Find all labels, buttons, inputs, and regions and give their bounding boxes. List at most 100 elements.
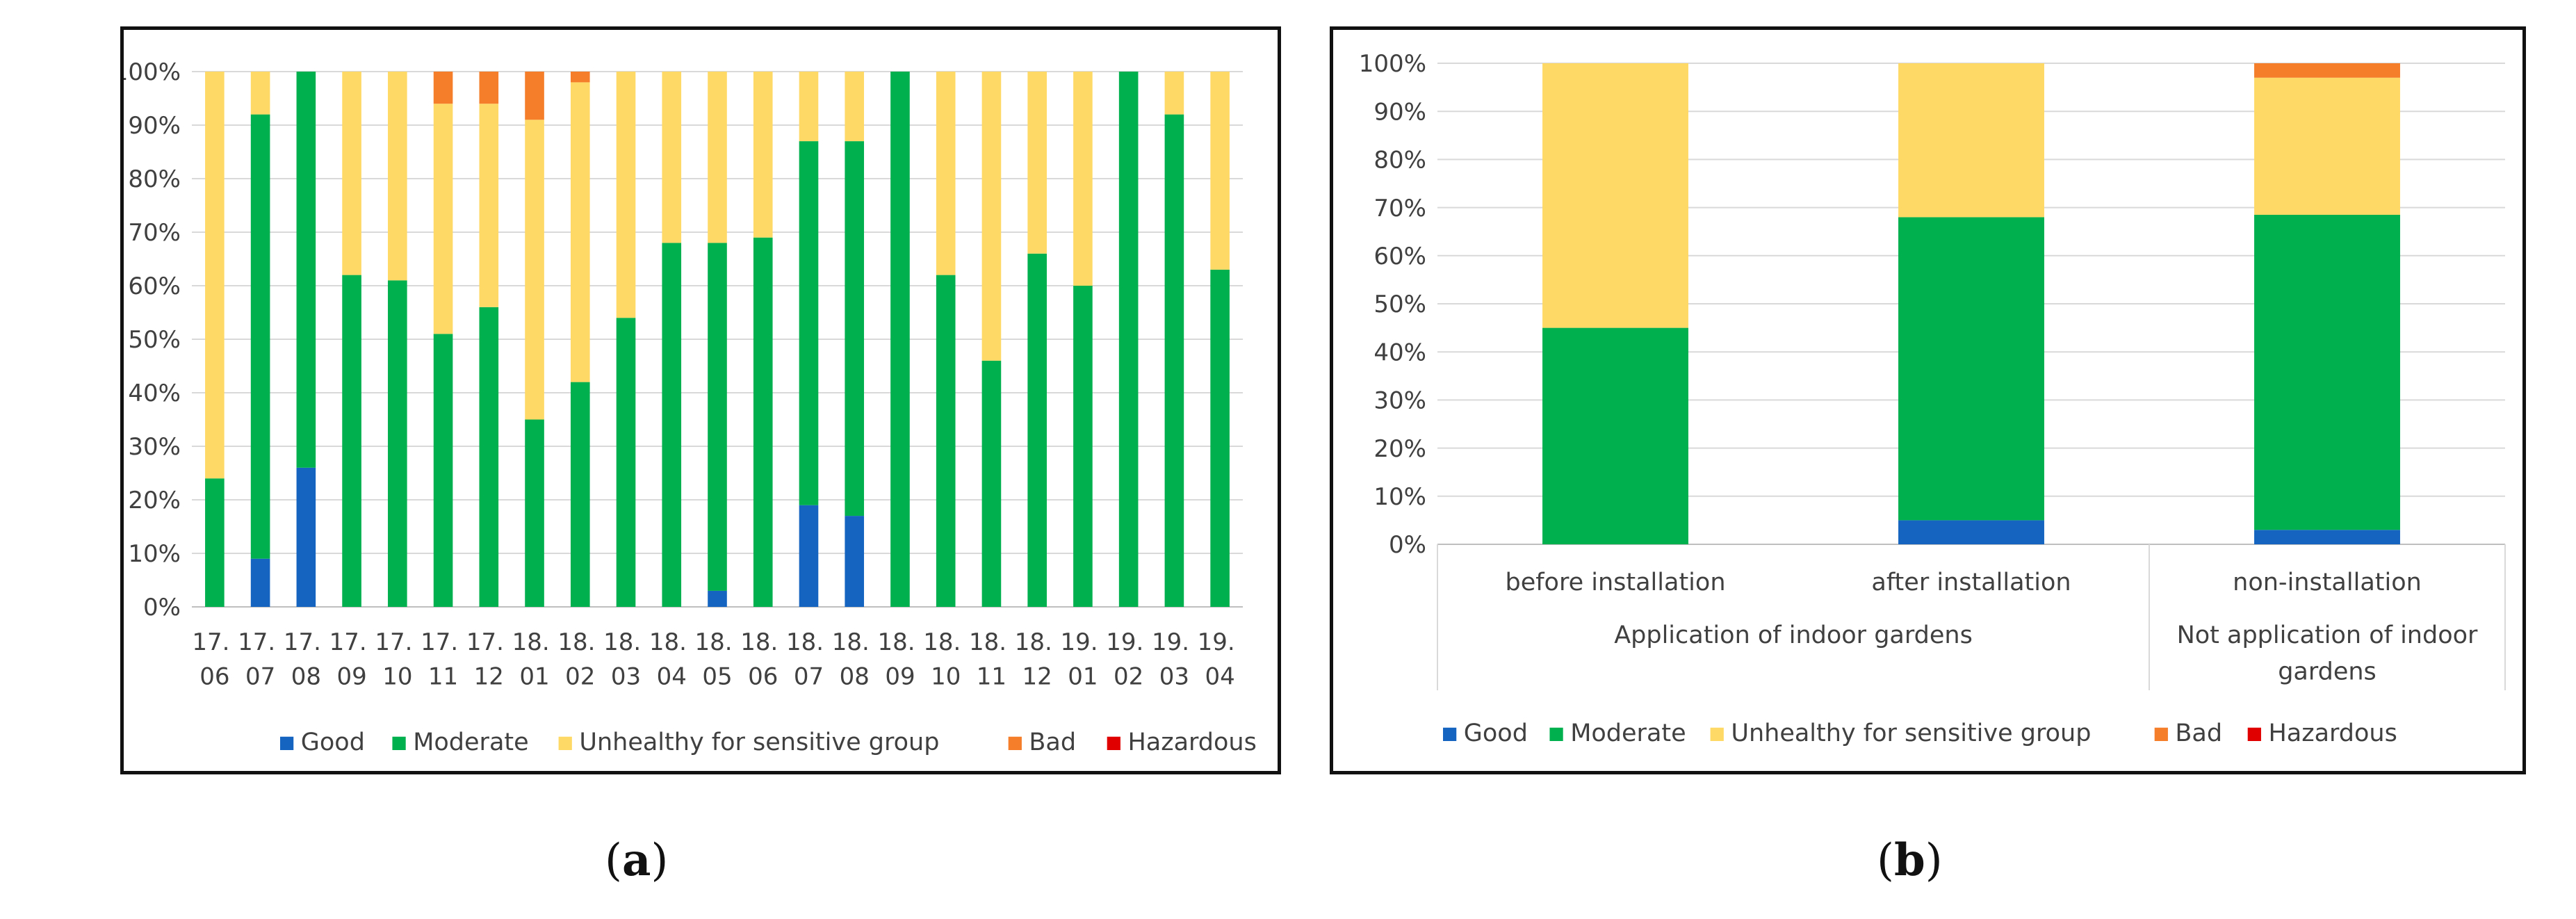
bar-segment-good [296,467,316,607]
y-tick-label: 40% [128,380,181,407]
bar-segment-unhealthy-for-sensitive-group [433,104,453,334]
x-tick-label: 17. 11 [421,628,466,690]
bar-segment-good [799,505,819,607]
bar-segment-unhealthy-for-sensitive-group [981,72,1002,361]
x-tick-label: 18. 12 [1015,628,1060,690]
y-tick-label: 50% [1373,291,1426,318]
bar-segment-unhealthy-for-sensitive-group [1027,72,1047,254]
legend-swatch [2154,727,2168,741]
bar-segment-bad [525,72,544,120]
bar-segment-unhealthy-for-sensitive-group [708,72,727,243]
y-tick-label: 10% [1373,483,1426,511]
bar-segment-unhealthy-for-sensitive-group [1542,63,1688,328]
bar-segment-unhealthy-for-sensitive-group [1898,63,2044,218]
x-tick-label: 18. 09 [878,628,923,690]
y-tick-label: 80% [128,165,181,193]
y-tick-label: 100% [124,58,181,86]
bar-segment-good [2254,530,2400,544]
bar-segment-moderate [205,478,225,607]
bar-segment-moderate [981,360,1002,607]
y-tick-label: 20% [128,487,181,514]
legend-swatch [1710,727,1724,741]
bar-segment-unhealthy-for-sensitive-group [616,72,636,318]
y-tick-label: 30% [1373,387,1426,415]
legend-label: Unhealthy for sensitive group [1731,719,2091,747]
bar-segment-moderate [616,318,636,607]
y-tick-label: 10% [128,540,181,568]
bar-segment-good [708,590,727,607]
bar-segment-good [845,516,865,607]
y-tick-label: 0% [143,594,181,621]
bar-segment-unhealthy-for-sensitive-group [2254,77,2400,215]
legend-label: Hazardous [2268,719,2397,747]
x-tick-label: 17. 07 [238,628,283,690]
x-tick-label: after installation [1871,569,2071,596]
bar-segment-bad [570,72,590,83]
bar-segment-moderate [433,334,453,607]
y-tick-label: 70% [1373,195,1426,222]
y-tick-label: 80% [1373,147,1426,174]
x-tick-label: 19. 01 [1060,628,1105,690]
x-tick-label: 18. 11 [969,628,1014,690]
y-tick-label: 40% [1373,339,1426,366]
bar-segment-unhealthy-for-sensitive-group [1164,72,1184,115]
legend-label: Bad [1029,729,1076,756]
chart-panel-b: 0% 10% 20% 30% 40% 50% 60% 70% 80% 90% 100% before … [1330,26,2526,774]
caption-a-letter: a [621,834,651,886]
bar-segment-good [1898,520,2044,544]
legend-swatch [1443,727,1457,741]
bar-segment-moderate [2254,214,2400,530]
x-tick-label: 17. 06 [192,628,237,690]
legend-swatch [558,736,572,750]
bar-segment-unhealthy-for-sensitive-group [342,72,361,275]
y-tick-label: 30% [128,433,181,461]
bar-segment-bad [433,72,453,104]
bar-segment-moderate [662,243,682,607]
group-label: Application of indoor gardens [1614,621,1973,649]
y-tick-label: 60% [128,273,181,300]
caption-b-letter: b [1893,834,1925,886]
y-tick-label: 100% [1359,50,1426,78]
x-tick-label: 18. 07 [786,628,831,690]
x-tick-label: non-installation [2233,569,2422,596]
x-tick-label: 19. 02 [1106,628,1151,690]
x-tick-label: 17. 09 [329,628,375,690]
bar-segment-moderate [296,72,316,468]
legend-swatch [1107,736,1120,750]
bar-segment-moderate [250,114,270,559]
bar-segment-moderate [1027,253,1047,607]
legend-label: Good [301,729,365,756]
legend-label: Moderate [1570,719,1686,747]
legend-swatch [1549,727,1563,741]
legend-swatch [2247,727,2261,741]
bar-segment-moderate [1164,114,1184,608]
caption-a: (a) [605,834,669,886]
x-tick-label: 18. 08 [832,628,877,690]
x-tick-label: 18. 05 [695,628,740,690]
bar-segment-unhealthy-for-sensitive-group [799,72,819,142]
stacked-bar-chart-b: 0% 10% 20% 30% 40% 50% 60% 70% 80% 90% 100% before … [1359,50,2506,747]
bar-segment-unhealthy-for-sensitive-group [1210,72,1230,270]
bar-segment-moderate [753,237,773,607]
legend-label: Moderate [413,729,528,756]
bar-segment-unhealthy-for-sensitive-group [845,72,865,142]
bar-segment-moderate [525,419,544,607]
bar-segment-bad [2254,63,2400,78]
bar-segment-moderate [890,72,910,607]
y-tick-label: 90% [128,112,181,140]
chart-panel-a: 0%10%20%30%40%50%60%70%80%90%100%17. 061… [120,26,1281,774]
x-tick-label: before installation [1505,569,1725,596]
bar-segment-moderate [1210,269,1230,607]
bar-segment-unhealthy-for-sensitive-group [205,72,225,479]
x-tick-label: 17. 12 [466,628,512,690]
caption-b: (b) [1877,834,1943,886]
legend-label: Hazardous [1127,729,1256,756]
bar-segment-unhealthy-for-sensitive-group [570,82,590,382]
x-tick-label: 18. 03 [603,628,649,690]
y-tick-label: 0% [1389,531,1426,559]
legend-label: Bad [2175,719,2222,747]
legend-swatch [280,736,294,750]
bar-segment-moderate [479,307,499,607]
bar-segment-moderate [1118,72,1139,607]
bar-segment-moderate [1073,286,1093,607]
